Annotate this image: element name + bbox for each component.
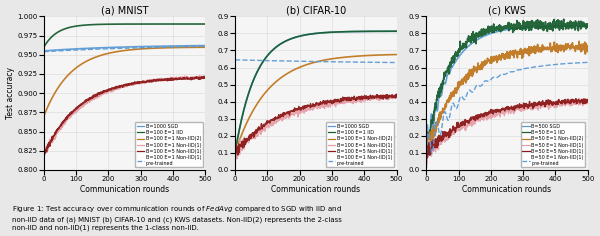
Legend: B=1000 SGD, B=100 E=1 IID, B=100 E=1 Non-IID(2), B=100 E=1 Non-IID(1), B=100 E=5: B=1000 SGD, B=100 E=1 IID, B=100 E=1 Non… <box>326 122 394 168</box>
X-axis label: Communication rounds: Communication rounds <box>463 185 551 194</box>
Title: (c) KWS: (c) KWS <box>488 6 526 16</box>
Title: (b) CIFAR-10: (b) CIFAR-10 <box>286 6 346 16</box>
X-axis label: Communication rounds: Communication rounds <box>271 185 361 194</box>
Legend: B=1000 SGD, B=100 E=1 IID, B=100 E=1 Non-IID(2), B=100 E=1 Non-IID(1), B=100 E=5: B=1000 SGD, B=100 E=1 IID, B=100 E=1 Non… <box>135 122 203 168</box>
X-axis label: Communication rounds: Communication rounds <box>80 185 169 194</box>
Text: Figure 1: Test accuracy over communication rounds of $\mathit{FedAvg}$ compared : Figure 1: Test accuracy over communicati… <box>12 204 342 231</box>
Legend: B=500 SGD, B=50 E=1 IID, B=50 E=1 Non-IID(2), B=50 E=1 Non-IID(1), B=50 E=5 Non-: B=500 SGD, B=50 E=1 IID, B=50 E=1 Non-II… <box>521 122 586 168</box>
Title: (a) MNIST: (a) MNIST <box>101 6 148 16</box>
Y-axis label: Test accuracy: Test accuracy <box>5 67 14 119</box>
